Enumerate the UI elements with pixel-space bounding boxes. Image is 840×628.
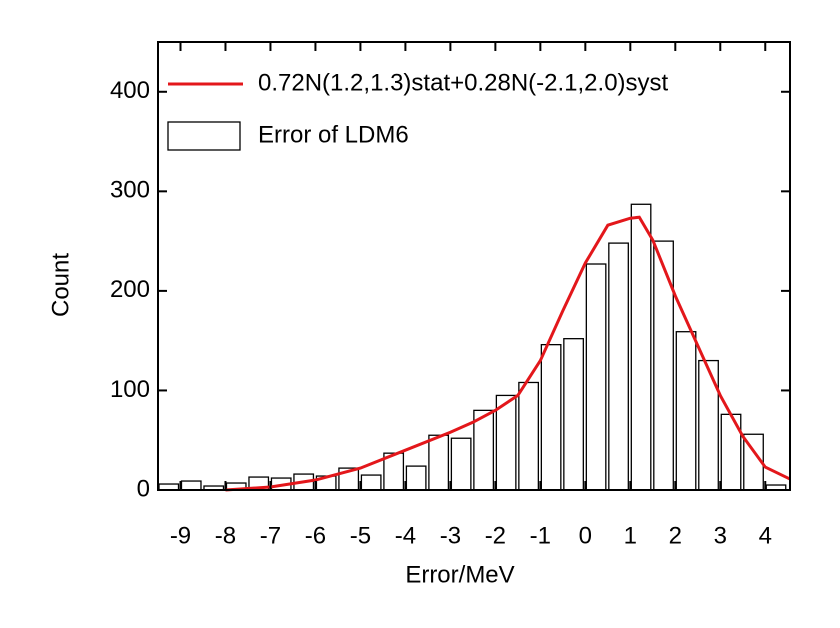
x-tick-label: -4: [395, 522, 416, 549]
x-tick-label: -3: [440, 522, 461, 549]
y-tick-label: 200: [110, 276, 150, 303]
histogram-bar: [518, 381, 539, 491]
histogram-bar: [450, 437, 472, 491]
histogram-bar: [698, 359, 719, 491]
x-tick-label: 3: [714, 522, 727, 549]
histogram-bar: [473, 409, 495, 491]
fit-line: [225, 215, 791, 492]
x-tick-label: 2: [669, 522, 682, 549]
histogram-bar: [608, 242, 629, 491]
histogram-bar: [585, 263, 607, 491]
x-tick-label: -8: [215, 522, 236, 549]
histogram-bar: [540, 343, 562, 491]
x-tick-label: -7: [260, 522, 281, 549]
y-tick-label: 400: [110, 77, 150, 104]
x-tick-label: 4: [759, 522, 772, 549]
legend-swatch: [167, 121, 241, 151]
x-tick-label: 0: [579, 522, 592, 549]
x-tick-label: -6: [305, 522, 326, 549]
x-tick-label: -1: [530, 522, 551, 549]
histogram-bar: [630, 203, 652, 491]
histogram-bar: [428, 434, 450, 491]
histogram-bar: [675, 331, 697, 491]
x-axis-label: Error/MeV: [405, 561, 514, 588]
legend-label: 0.72N(1.2,1.3)stat+0.28N(-2.1,2.0)syst: [258, 69, 669, 96]
histogram-bar: [653, 240, 674, 491]
y-axis-label: Count: [47, 253, 74, 317]
histogram-bar: [495, 394, 517, 491]
x-tick-label: 1: [624, 522, 637, 549]
histogram-bar: [405, 465, 427, 491]
histogram-bar: [180, 480, 202, 491]
histogram-bar: [563, 338, 584, 491]
plot-frame: [157, 41, 791, 491]
legend-label: Error of LDM6: [258, 121, 409, 148]
histogram-bar: [360, 474, 382, 491]
y-tick-label: 100: [110, 376, 150, 403]
x-tick-label: -2: [485, 522, 506, 549]
x-tick-label: -9: [170, 522, 191, 549]
y-tick-label: 0: [137, 475, 150, 502]
y-tick-label: 300: [110, 177, 150, 204]
x-tick-label: -5: [350, 522, 371, 549]
